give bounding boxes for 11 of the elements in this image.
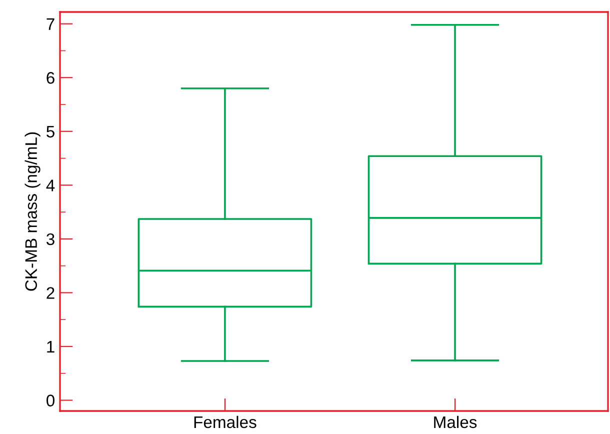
y-tick-label: 6 <box>46 72 54 84</box>
x-tick-label: Females <box>194 416 256 428</box>
y-tick-label: 7 <box>46 18 54 30</box>
y-tick-label: 2 <box>46 287 54 299</box>
y-tick-label: 1 <box>47 341 54 353</box>
y-tick-label: 3 <box>46 233 54 246</box>
y-tick-label: 5 <box>46 126 54 138</box>
y-axis-title: CK-MB mass (ng/mL) <box>24 132 40 291</box>
y-tick-label: 4 <box>46 180 55 192</box>
x-tick-label: Males <box>434 416 477 428</box>
y-tick-label: 0 <box>46 394 54 406</box>
